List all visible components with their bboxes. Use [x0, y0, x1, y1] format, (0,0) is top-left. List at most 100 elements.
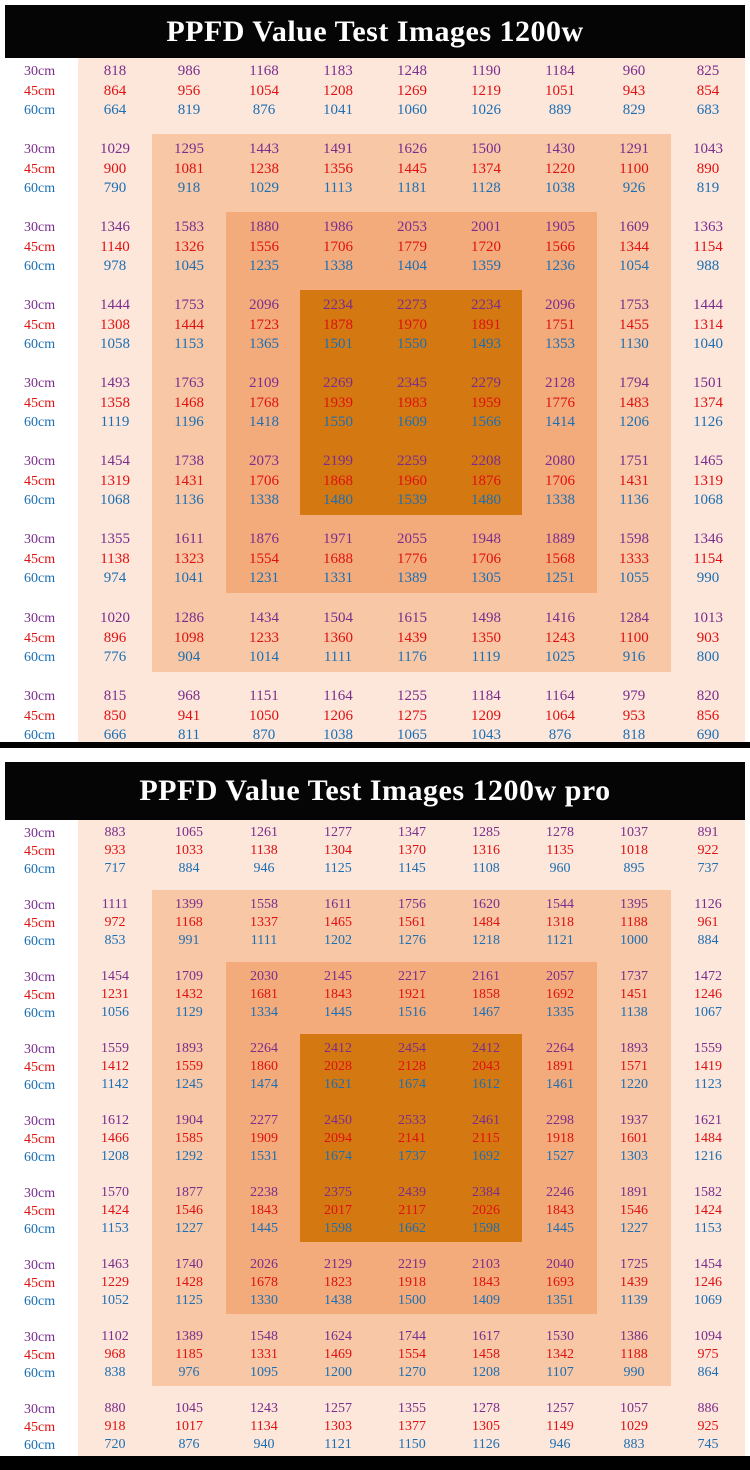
ppfd-value: 918	[104, 1419, 126, 1434]
ppfd-value: 850	[103, 707, 127, 724]
ppfd-value: 2028	[324, 1059, 352, 1074]
height-label: 60cm	[24, 728, 56, 742]
ppfd-value: 2055	[397, 531, 427, 547]
ppfd-value: 1737	[620, 969, 648, 984]
ppfd-value: 864	[103, 82, 127, 99]
ppfd-value: 1374	[471, 160, 501, 177]
ppfd-value: 1245	[175, 1077, 203, 1092]
ppfd-value: 1617	[472, 1329, 500, 1344]
ppfd-value: 1504	[323, 610, 353, 626]
ppfd-value: 1041	[174, 570, 204, 586]
ppfd-value: 2026	[250, 1257, 278, 1272]
height-label: 60cm	[24, 415, 56, 430]
ppfd-value: 1102	[101, 1329, 129, 1344]
ppfd-value: 1516	[398, 1005, 426, 1020]
ppfd-value: 1445	[250, 1221, 278, 1236]
ppfd-value: 1261	[250, 825, 278, 840]
chart-title: PPFD Value Test Images 1200w pro	[5, 762, 745, 820]
ppfd-value: 776	[103, 649, 127, 665]
ppfd-value: 690	[696, 727, 720, 742]
ppfd-value: 1231	[249, 570, 279, 586]
ppfd-value: 1129	[175, 1005, 203, 1020]
ppfd-value: 1108	[472, 861, 500, 876]
ppfd-value: 1753	[619, 297, 649, 313]
ppfd-value: 1153	[174, 336, 204, 352]
height-label: 60cm	[24, 1006, 56, 1021]
ppfd-value: 1621	[694, 1113, 722, 1128]
ppfd-value: 896	[103, 629, 127, 646]
height-label: 45cm	[24, 844, 56, 859]
ppfd-value: 1285	[472, 825, 500, 840]
ppfd-value: 1706	[545, 472, 575, 489]
ppfd-value: 1033	[175, 843, 203, 858]
ppfd-value: 990	[696, 570, 720, 586]
ppfd-value: 745	[697, 1437, 719, 1452]
ppfd-value: 1018	[620, 843, 648, 858]
ppfd-value: 1153	[101, 1221, 129, 1236]
ppfd-value: 1308	[100, 316, 130, 333]
ppfd-value: 925	[697, 1419, 719, 1434]
height-label: 60cm	[24, 1222, 56, 1237]
ppfd-value: 1014	[249, 649, 279, 665]
ppfd-value: 1190	[471, 63, 501, 79]
ppfd-value: 1346	[693, 531, 723, 547]
ppfd-value: 820	[696, 688, 720, 704]
ppfd-value: 1305	[471, 570, 501, 586]
ppfd-value: 2080	[545, 453, 575, 469]
ppfd-value: 1430	[545, 141, 575, 157]
ppfd-value: 1678	[250, 1275, 278, 1290]
zone-center	[300, 1034, 522, 1242]
ppfd-value: 1615	[397, 610, 427, 626]
ppfd-value: 986	[177, 63, 201, 79]
height-label: 30cm	[24, 611, 56, 626]
ppfd-value: 1219	[471, 82, 501, 99]
chart-title: PPFD Value Test Images 1200w	[5, 5, 745, 58]
ppfd-value: 1483	[619, 394, 649, 411]
ppfd-value: 2264	[546, 1041, 574, 1056]
ppfd-value: 1255	[397, 688, 427, 704]
ppfd-value: 2219	[398, 1257, 426, 1272]
ppfd-value: 1140	[100, 238, 130, 255]
ppfd-value: 1334	[250, 1005, 278, 1020]
ppfd-value: 1054	[619, 258, 649, 274]
ppfd-value: 1692	[472, 1149, 500, 1164]
ppfd-value: 1858	[472, 987, 500, 1002]
ppfd-value: 2096	[545, 297, 575, 313]
height-label: 60cm	[24, 650, 56, 665]
height-label: 45cm	[24, 916, 56, 931]
ppfd-value: 922	[697, 843, 719, 858]
height-label: 30cm	[24, 1258, 56, 1273]
ppfd-value: 2199	[323, 453, 353, 469]
ppfd-value: 1356	[323, 160, 353, 177]
ppfd-value: 1135	[546, 843, 574, 858]
ppfd-value: 968	[104, 1347, 126, 1362]
ppfd-value: 1624	[324, 1329, 352, 1344]
ppfd-value: 2109	[249, 375, 279, 391]
ppfd-value: 664	[103, 102, 127, 118]
ppfd-value: 1069	[694, 1293, 722, 1308]
ppfd-value: 1445	[324, 1005, 352, 1020]
ppfd-value: 1045	[174, 258, 204, 274]
ppfd-value: 2454	[398, 1041, 426, 1056]
ppfd-value: 1052	[101, 1293, 129, 1308]
ppfd-value: 1025	[545, 649, 575, 665]
ppfd-value: 1257	[324, 1401, 352, 1416]
ppfd-value: 2115	[472, 1131, 500, 1146]
ppfd-value: 2279	[471, 375, 501, 391]
ppfd-value: 1550	[397, 336, 427, 352]
ppfd-value: 1269	[397, 82, 427, 99]
height-label: 60cm	[24, 1078, 56, 1093]
ppfd-value: 1706	[471, 550, 501, 567]
ppfd-value: 1467	[472, 1005, 500, 1020]
ppfd-value: 883	[623, 1437, 645, 1452]
ppfd-value: 2030	[250, 969, 278, 984]
ppfd-value: 1181	[397, 180, 427, 196]
ppfd-value: 1121	[324, 1437, 352, 1452]
ppfd-value: 2208	[471, 453, 501, 469]
ppfd-value: 978	[103, 258, 127, 274]
ppfd-value: 1338	[323, 258, 353, 274]
height-label: 45cm	[24, 630, 56, 646]
ppfd-value: 1439	[397, 629, 427, 646]
